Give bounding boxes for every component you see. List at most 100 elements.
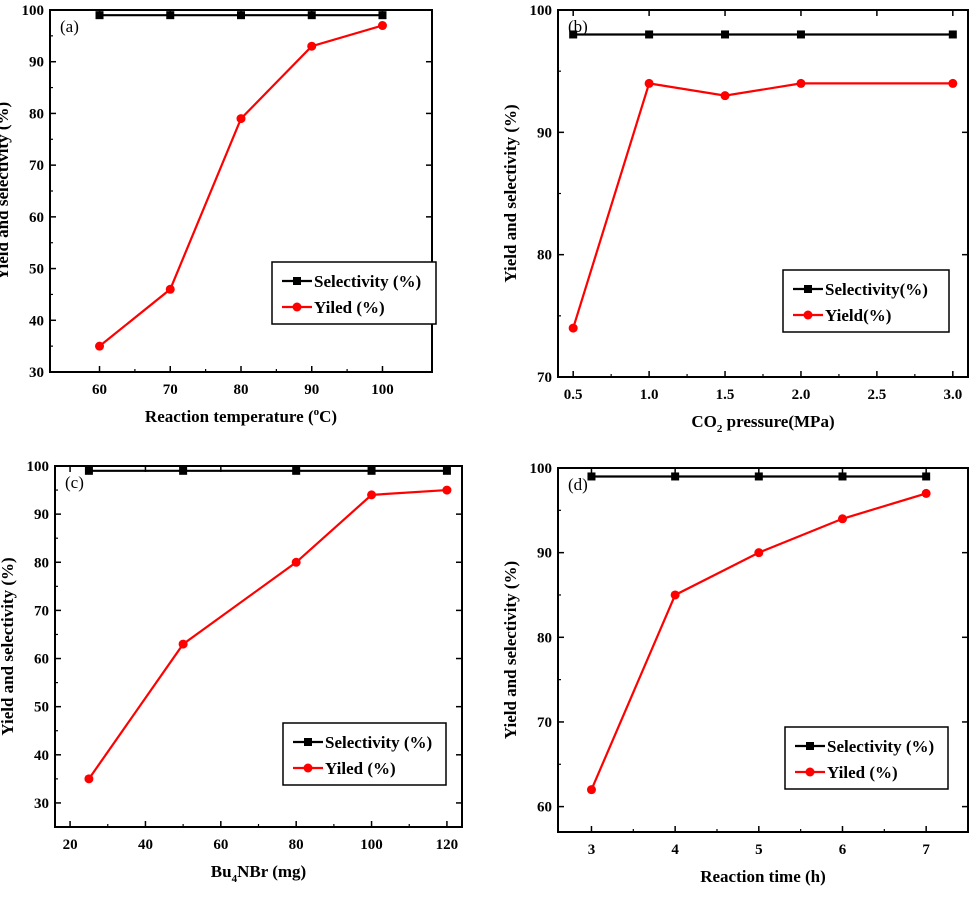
- legend-label-1: Yiled (%): [325, 759, 396, 778]
- data-point-square: [307, 11, 316, 20]
- data-point-circle: [95, 341, 105, 351]
- x-tick-label: 1.0: [640, 387, 659, 403]
- plot-frame: [557, 467, 969, 833]
- x-tick-label: 60: [92, 382, 107, 398]
- data-point-square: [292, 466, 301, 475]
- y-tick-label: 100: [530, 3, 553, 19]
- chart-panel-a: 60 70 80 90 100 30 40 50 60 70 80 90 100 (a) Reaction …: [0, 3, 437, 426]
- y-tick-label: 100: [22, 3, 45, 19]
- x-axis-title: CO2 pressure(MPa): [691, 412, 834, 435]
- y-tick-label: 90: [537, 125, 552, 141]
- y-axis-title: Yield and selectivity (%): [0, 102, 12, 280]
- x-tick-label: 2.0: [792, 387, 811, 403]
- data-point-circle: [291, 557, 301, 567]
- y-tick-label: 70: [29, 158, 44, 174]
- data-point-square: [367, 466, 376, 475]
- y-tick-label: 60: [537, 800, 552, 816]
- data-point-square: [838, 472, 847, 481]
- data-point-circle: [837, 514, 847, 524]
- data-point-square: [569, 30, 578, 39]
- legend-marker-square: [806, 742, 814, 750]
- legend-box: [782, 269, 950, 333]
- legend-box: [784, 726, 949, 790]
- x-tick-label: 100: [360, 837, 383, 853]
- legend-label-0: Selectivity (%): [314, 272, 421, 291]
- y-tick-label: 30: [34, 796, 49, 812]
- data-point-square: [671, 472, 680, 481]
- data-point-circle: [644, 78, 654, 88]
- data-point-circle: [921, 488, 931, 498]
- x-tick-label: 7: [922, 842, 930, 858]
- y-tick-label: 100: [530, 461, 553, 477]
- data-point-square: [84, 466, 93, 475]
- y-axis-title: Yield and selectivity (%): [501, 561, 520, 739]
- data-point-square: [754, 472, 763, 481]
- y-tick-label: 90: [29, 55, 44, 71]
- data-point-circle: [165, 284, 175, 294]
- legend-marker-square: [804, 285, 812, 293]
- y-tick-label: 80: [29, 106, 44, 122]
- chart-panel-d: 3 4 5 6 7 60 70 80 90 100 (d) Reaction time (h) Yiel…: [501, 461, 969, 886]
- y-tick-label: 80: [34, 555, 49, 571]
- x-axis-title-main: Bu: [211, 862, 232, 881]
- x-tick-label: 3: [588, 842, 596, 858]
- x-axis-title-main: Reaction time (h): [700, 867, 826, 886]
- x-tick-label: 100: [371, 382, 394, 398]
- data-point-square: [179, 466, 188, 475]
- y-tick-label: 60: [29, 210, 44, 226]
- data-point-circle: [568, 323, 578, 333]
- y-tick-label: 70: [537, 370, 552, 386]
- data-point-circle: [796, 78, 806, 88]
- data-point-circle: [367, 490, 377, 500]
- y-tick-label: 50: [34, 700, 49, 716]
- legend-box: [282, 722, 447, 786]
- x-axis-title-after: pressure(MPa): [722, 412, 834, 431]
- y-tick-label: 90: [537, 546, 552, 562]
- legend-marker-circle: [292, 302, 302, 312]
- data-point-square: [796, 30, 805, 39]
- x-axis-title-sub: 4: [232, 873, 238, 885]
- x-axis-title-sup: o: [314, 406, 320, 418]
- data-point-circle: [670, 590, 680, 600]
- data-point-circle: [84, 774, 94, 784]
- data-point-square: [95, 11, 104, 20]
- legend-marker-square: [293, 277, 301, 285]
- x-axis-title: Reaction temperature (oC): [145, 406, 337, 426]
- x-tick-label: 4: [671, 842, 679, 858]
- x-axis-title: Reaction time (h): [700, 867, 826, 886]
- data-point-circle: [178, 639, 188, 649]
- data-point-square: [442, 466, 451, 475]
- data-point-square: [948, 30, 957, 39]
- x-tick-label: 1.5: [716, 387, 735, 403]
- data-point-square: [922, 472, 931, 481]
- x-tick-label: 80: [234, 382, 249, 398]
- x-tick-label: 70: [163, 382, 178, 398]
- x-tick-label: 2.5: [868, 387, 887, 403]
- data-point-circle: [586, 785, 596, 795]
- y-tick-label: 100: [27, 459, 50, 475]
- x-tick-label: 5: [755, 842, 763, 858]
- x-tick-label: 6: [839, 842, 847, 858]
- y-tick-label: 50: [29, 262, 44, 278]
- x-tick-label: 120: [436, 837, 459, 853]
- legend-box: [271, 261, 437, 325]
- data-point-circle: [307, 41, 317, 51]
- data-point-circle: [754, 548, 764, 558]
- data-point-circle: [236, 114, 246, 124]
- data-point-square: [166, 11, 175, 20]
- y-tick-label: 60: [34, 652, 49, 668]
- legend-label-1: Yiled (%): [314, 298, 385, 317]
- y-tick-label: 40: [29, 313, 44, 329]
- legend-marker-circle: [803, 310, 813, 320]
- legend-marker-square: [304, 738, 312, 746]
- x-tick-label: 20: [63, 837, 78, 853]
- x-tick-label: 60: [213, 837, 228, 853]
- x-tick-label: 80: [289, 837, 304, 853]
- x-axis-title-main: Reaction temperature (: [145, 407, 314, 426]
- y-axis-title: Yield and selectivity (%): [501, 104, 520, 282]
- legend-marker-circle: [805, 767, 815, 777]
- y-tick-label: 30: [29, 365, 44, 381]
- data-point-circle: [948, 78, 958, 88]
